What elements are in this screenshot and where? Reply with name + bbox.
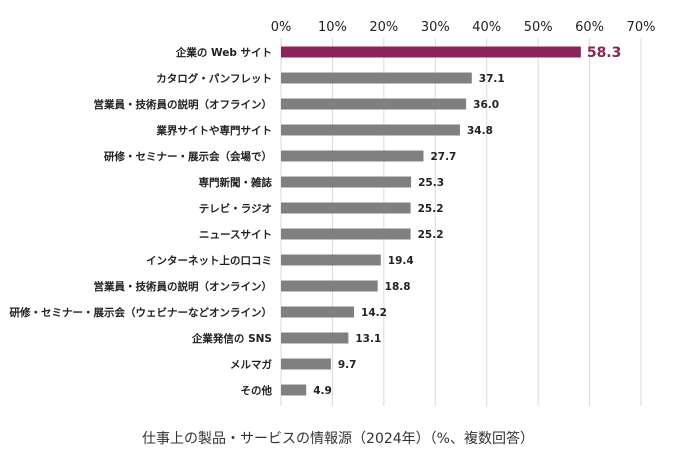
value-label: 9.7 (338, 359, 357, 371)
value-label: 58.3 (587, 45, 622, 61)
category-label: テレビ・ラジオ (199, 202, 272, 215)
x-axis-ticks: 0% 10% 20% 30% 40% 50% 60% 70% (271, 20, 656, 35)
bar (281, 98, 467, 110)
x-tick-label: 30% (421, 20, 450, 35)
category-label: 研修・セミナー・展示会（会場で） (104, 150, 272, 163)
category-label: カタログ・パンフレット (156, 72, 272, 85)
value-label: 25.2 (418, 203, 444, 215)
bar (281, 202, 411, 214)
category-label: 企業発信の SNS (191, 332, 272, 345)
bar (281, 358, 331, 370)
value-label: 4.9 (313, 385, 332, 397)
value-label: 18.8 (385, 281, 411, 293)
value-label: 14.2 (361, 307, 387, 319)
x-tick-label: 70% (627, 20, 656, 35)
bar (281, 124, 460, 136)
bar (281, 306, 355, 318)
value-label: 36.0 (473, 99, 499, 111)
grid-lines (280, 38, 642, 406)
x-tick-label: 40% (472, 20, 501, 35)
category-label: メルマガ (230, 358, 272, 371)
category-label: 企業の Web サイト (175, 46, 272, 59)
bar (281, 332, 349, 344)
value-label: 19.4 (388, 255, 414, 267)
category-label: 業界サイトや専門サイト (156, 124, 273, 137)
bar (281, 228, 411, 240)
value-labels: 58.3 37.1 36.0 34.8 27.7 25.3 25.2 25.2 19.4 18.8… (313, 45, 621, 397)
category-label: インターネット上の口コミ (146, 254, 272, 267)
x-tick-label: 10% (318, 20, 347, 35)
category-label: 営業員・技術員の説明（オフライン） (94, 98, 273, 111)
bar (281, 384, 307, 396)
bar (281, 254, 381, 266)
x-tick-label: 0% (271, 20, 292, 35)
bar (281, 280, 378, 292)
x-tick-label: 50% (524, 20, 553, 35)
value-label: 27.7 (430, 151, 456, 163)
bar (281, 150, 424, 162)
bar (281, 176, 412, 188)
bar (281, 72, 472, 84)
category-label: ニュースサイト (199, 229, 272, 241)
value-label: 37.1 (479, 73, 505, 85)
value-label: 25.3 (418, 177, 444, 189)
value-label: 25.2 (418, 229, 444, 241)
bars (281, 46, 581, 396)
value-label: 34.8 (467, 125, 493, 137)
category-label: 専門新聞・雑誌 (199, 176, 273, 189)
x-tick-label: 60% (575, 20, 604, 35)
value-label: 13.1 (355, 333, 381, 345)
category-label: 研修・セミナー・展示会（ウェビナーなどオンライン） (10, 306, 273, 319)
category-label: 営業員・技術員の説明（オンライン） (94, 280, 273, 293)
bar (281, 46, 581, 58)
x-tick-label: 20% (369, 20, 398, 35)
category-label: その他 (241, 384, 273, 397)
chart-title: 仕事上の製品・サービスの情報源（2024年）（%、複数回答） (142, 431, 534, 447)
